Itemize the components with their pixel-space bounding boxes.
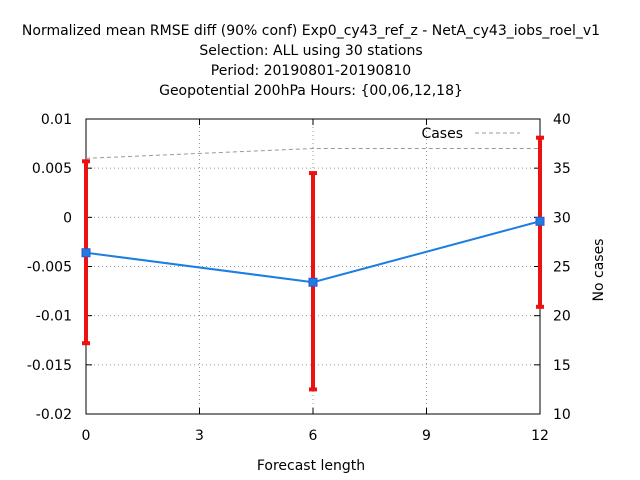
- y-tick-label: 0.01: [41, 112, 72, 128]
- rmse-series: [81, 135, 545, 392]
- x-tick-label: 9: [422, 428, 431, 444]
- y2-axis-label: No cases: [591, 239, 607, 302]
- title-line-2: Selection: ALL using 30 stations: [199, 43, 422, 59]
- x-tick-label: 0: [82, 428, 91, 444]
- title-line-3: Period: 20190801-20190810: [211, 63, 411, 79]
- y-tick-label: -0.01: [36, 309, 72, 325]
- y-tick-label: -0.015: [27, 358, 72, 374]
- y-tick-label: 0.005: [32, 161, 72, 177]
- cases-line: [85, 148, 540, 159]
- legend-label-cases: Cases: [421, 126, 463, 142]
- x-tick-label: 3: [195, 428, 204, 444]
- cases-series: [85, 148, 540, 159]
- data-point: [535, 216, 545, 226]
- title-line-1: Normalized mean RMSE diff (90% conf) Exp…: [22, 23, 600, 39]
- title-line-4: Geopotential 200hPa Hours: {00,06,12,18}: [159, 83, 463, 99]
- x-tick-label: 12: [531, 428, 549, 444]
- y2-tick-label: 30: [553, 210, 571, 226]
- data-point: [308, 277, 318, 287]
- tick-labels: 0 3 6 9 12 0.01 0.005 0 -0.005 -0.01 -0.015 -0.02 40…: [27, 112, 571, 444]
- x-axis-label: Forecast length: [257, 458, 365, 474]
- y2-tick-label: 20: [553, 309, 571, 325]
- y2-tick-label: 10: [553, 407, 571, 423]
- x-tick-label: 6: [309, 428, 318, 444]
- y2-tick-label: 25: [553, 260, 571, 276]
- y-tick-label: 0: [63, 210, 72, 226]
- data-point: [81, 248, 91, 258]
- y2-tick-label: 35: [553, 161, 571, 177]
- chart-title: Normalized mean RMSE diff (90% conf) Exp…: [22, 23, 600, 99]
- legend: Cases: [421, 126, 520, 142]
- y-tick-label: -0.02: [36, 407, 72, 423]
- y2-tick-label: 40: [553, 112, 571, 128]
- y-tick-label: -0.005: [27, 260, 72, 276]
- y2-tick-label: 15: [553, 358, 571, 374]
